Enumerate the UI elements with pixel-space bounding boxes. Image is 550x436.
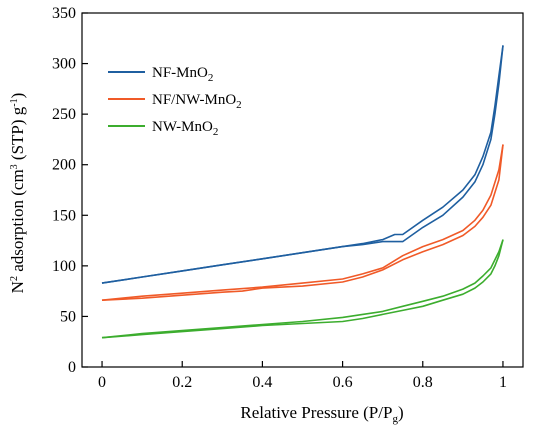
legend-label-nf-nw-mno: NF/NW-MnO2 [152,92,242,111]
legend-label-nw-mno: NW-MnO2 [152,119,218,138]
series-line-nw-mno-adsorption [101,239,504,339]
y-tick-label: 100 [52,258,76,275]
y-tick-label: 300 [52,56,76,73]
y-tick-label: 50 [60,308,76,325]
series-line-nf-nw-mno-desorption [101,144,504,301]
legend: NF-MnO2 NF/NW-MnO2 NW-MnO2 [108,65,242,138]
y-axis-label: N2 adsorption (cm3 (STP) g-1) [8,93,27,294]
legend-label-nf-mno: NF-MnO2 [152,65,213,84]
y-tick-label: 150 [52,207,76,224]
x-tick-label: 1 [499,374,507,391]
plot-frame [81,12,524,368]
x-tick-label: 0 [98,374,106,391]
series-line-nw-mno-desorption [101,239,504,339]
x-tick-label: 0.2 [172,374,192,391]
y-tick-label: 250 [52,106,76,123]
x-tick-label: 0.6 [333,374,353,391]
y-tick-label: 0 [68,359,76,376]
y-tick-label: 200 [52,157,76,174]
plot-border [81,12,524,368]
series-line-nf-mno-adsorption [101,45,504,284]
series-line-nf-mno-desorption [101,45,504,284]
series-line-nf-nw-mno-adsorption [101,144,504,301]
axis-ticks: 0 0.2 0.4 0.6 0.8 1 0 50 100 150 200 250 300 350 [52,5,507,391]
x-tick-label: 0.4 [252,374,272,391]
x-axis-label: Relative Pressure (P/Pg) [240,403,403,425]
x-tick-label: 0.8 [413,374,433,391]
series-curves [101,45,504,339]
y-tick-label: 350 [52,5,76,22]
